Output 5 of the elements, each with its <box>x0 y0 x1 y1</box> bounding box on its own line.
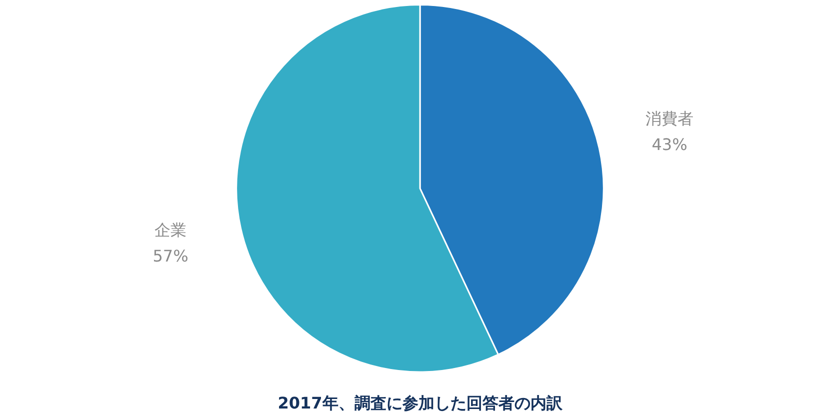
data-label: 57% <box>152 246 188 266</box>
slice-label: 消費者 <box>645 108 694 128</box>
slice-label: 企業 <box>154 220 187 240</box>
data-label: 43% <box>652 134 688 154</box>
text: 2017年、調査に参加した回答者の内訳 <box>278 394 564 413</box>
